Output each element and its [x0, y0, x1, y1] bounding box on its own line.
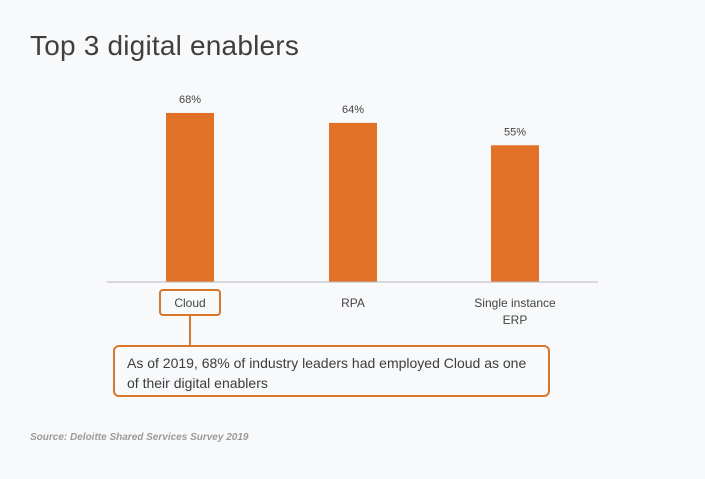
category-label-2-line-0: Single instance	[474, 296, 556, 310]
bar-0	[166, 112, 214, 282]
source-note: Source: Deloitte Shared Services Survey …	[30, 432, 249, 443]
category-label-1: RPA	[341, 296, 365, 310]
bar-2	[491, 145, 539, 282]
category-label-2-line-1: ERP	[503, 313, 528, 327]
chart-title: Top 3 digital enablers	[30, 30, 300, 61]
value-label-0: 68%	[179, 94, 201, 106]
callout-box: As of 2019, 68% of industry leaders had …	[113, 345, 550, 397]
callout-text: As of 2019, 68% of industry leaders had …	[127, 355, 527, 391]
value-label-1: 64%	[342, 104, 364, 116]
bar-1	[329, 122, 377, 283]
category-label-0: Cloud	[174, 296, 205, 310]
value-label-2: 55%	[504, 126, 526, 138]
